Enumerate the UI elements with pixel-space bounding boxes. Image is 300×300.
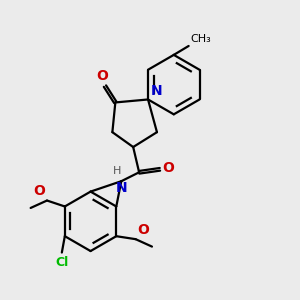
Text: N: N bbox=[150, 84, 162, 98]
Text: N: N bbox=[116, 181, 127, 195]
Text: Cl: Cl bbox=[55, 256, 68, 268]
Text: O: O bbox=[97, 68, 109, 83]
Text: O: O bbox=[162, 161, 174, 175]
Text: H: H bbox=[112, 166, 121, 176]
Text: O: O bbox=[137, 223, 149, 237]
Text: O: O bbox=[34, 184, 46, 198]
Text: CH₃: CH₃ bbox=[190, 34, 211, 44]
